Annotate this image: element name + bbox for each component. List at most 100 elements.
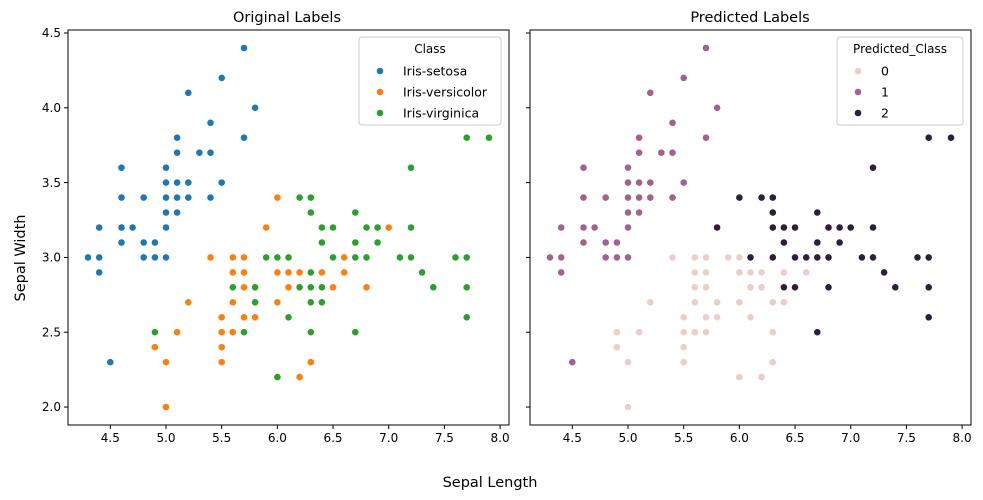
point-iris-virginica-25 [407, 223, 415, 232]
legend-marker [376, 109, 384, 117]
point-0-33 [702, 328, 710, 337]
point-iris-virginica-36 [306, 193, 315, 202]
point-0-22 [679, 328, 688, 337]
point-iris-virginica-20 [373, 223, 382, 232]
point-iris-setosa-38 [95, 253, 104, 262]
legend-entry-label: 1 [881, 84, 889, 99]
point-1-20 [579, 163, 588, 172]
x-tick-label: 7.5 [897, 431, 916, 445]
point-iris-virginica-27 [284, 253, 293, 262]
point-iris-setosa-30 [139, 238, 148, 247]
legend-marker [376, 88, 384, 96]
point-iris-versicolor-44 [228, 298, 237, 307]
point-2-41 [768, 253, 777, 262]
point-2-28 [891, 283, 900, 292]
point-iris-virginica-14 [251, 283, 259, 292]
point-iris-virginica-31 [485, 133, 493, 142]
point-1-9 [613, 238, 621, 247]
point-1-4 [624, 163, 632, 172]
point-0-8 [690, 268, 699, 277]
point-iris-setosa-36 [217, 178, 226, 187]
point-2-1 [780, 223, 788, 232]
point-0-18 [679, 343, 688, 352]
point-iris-versicolor-29 [240, 313, 248, 322]
point-0-31 [635, 328, 643, 337]
plot-frame [529, 29, 972, 426]
legend-marker [854, 109, 862, 117]
point-iris-setosa-46 [173, 133, 181, 142]
point-iris-virginica-30 [429, 283, 438, 292]
point-iris-versicolor-28 [273, 268, 282, 277]
point-iris-setosa-47 [117, 223, 126, 232]
points-original [84, 44, 493, 411]
legend-original: Class Iris-setosa Iris-versicolor Iris-virg… [358, 36, 502, 126]
legend-entry-label: Iris-versicolor [403, 84, 488, 99]
point-iris-virginica-10 [329, 223, 337, 232]
x-tick-label: 6.5 [785, 431, 804, 445]
x-tick-label: 5.0 [618, 431, 637, 445]
point-1-16 [702, 133, 710, 142]
point-1-5 [668, 118, 677, 127]
legend-title: Predicted_Class [853, 42, 947, 56]
point-2-45 [768, 223, 777, 232]
point-1-10 [668, 148, 677, 157]
point-1-21 [635, 208, 643, 217]
point-1-30 [557, 253, 566, 262]
point-iris-setosa-42 [95, 223, 104, 232]
legend-marker [376, 67, 384, 75]
point-iris-virginica-19 [273, 373, 282, 381]
point-iris-virginica-9 [407, 163, 415, 172]
point-iris-setosa-43 [162, 178, 170, 187]
point-iris-versicolor-23 [284, 283, 293, 292]
point-iris-virginica-17 [462, 133, 471, 142]
point-iris-setosa-6 [117, 193, 126, 202]
point-2-19 [824, 253, 833, 262]
point-0-17 [702, 313, 710, 322]
point-0-29 [702, 268, 710, 277]
point-iris-setosa-16 [206, 118, 215, 127]
point-0-37 [757, 283, 766, 292]
point-1-3 [579, 238, 588, 247]
point-iris-versicolor-20 [262, 223, 271, 232]
point-0-41 [735, 253, 744, 262]
point-iris-versicolor-39 [217, 328, 226, 337]
point-iris-virginica-12 [362, 253, 371, 262]
axes-original: 4.5 5.0 5.5 6.0 6.5 7.0 7.5 8.0 2.0 2.5 3.0 3.5 4.0 4… [42, 26, 510, 445]
point-0-9 [690, 253, 699, 262]
x-tick-label: 7.5 [435, 431, 454, 445]
x-tick-label: 5.5 [674, 431, 693, 445]
point-iris-versicolor-3 [217, 358, 226, 367]
point-1-27 [679, 74, 688, 82]
point-iris-versicolor-18 [295, 373, 304, 381]
chart-title-original: Original Labels [233, 10, 341, 26]
point-2-23 [924, 283, 933, 292]
point-2-40 [713, 223, 721, 232]
point-2-30 [780, 283, 788, 292]
point-iris-virginica-32 [317, 283, 326, 292]
point-0-30 [757, 268, 766, 277]
point-0-43 [690, 283, 699, 292]
point-iris-setosa-23 [173, 208, 181, 217]
point-iris-versicolor-19 [228, 328, 237, 337]
point-iris-versicolor-4 [329, 283, 337, 292]
y-axis-label: Sepal Width [13, 215, 29, 302]
point-2-25 [869, 223, 877, 232]
point-iris-virginica-15 [317, 223, 326, 232]
x-tick-label: 6.5 [323, 431, 342, 445]
point-1-26 [646, 88, 655, 97]
point-1-13 [546, 253, 554, 262]
point-1-36 [657, 148, 666, 157]
point-iris-versicolor-46 [240, 268, 248, 277]
point-1-31 [624, 178, 632, 187]
point-1-25 [668, 193, 677, 202]
x-axis-label: Sepal Length [443, 475, 538, 491]
point-iris-versicolor-9 [184, 298, 193, 307]
point-iris-versicolor-42 [251, 313, 259, 322]
point-1-8 [557, 268, 566, 277]
point-0-7 [746, 268, 755, 277]
point-0-12 [690, 328, 699, 337]
point-iris-setosa-32 [184, 88, 193, 97]
point-iris-virginica-47 [329, 253, 337, 262]
point-0-0 [679, 358, 688, 367]
legend-box [358, 36, 502, 126]
